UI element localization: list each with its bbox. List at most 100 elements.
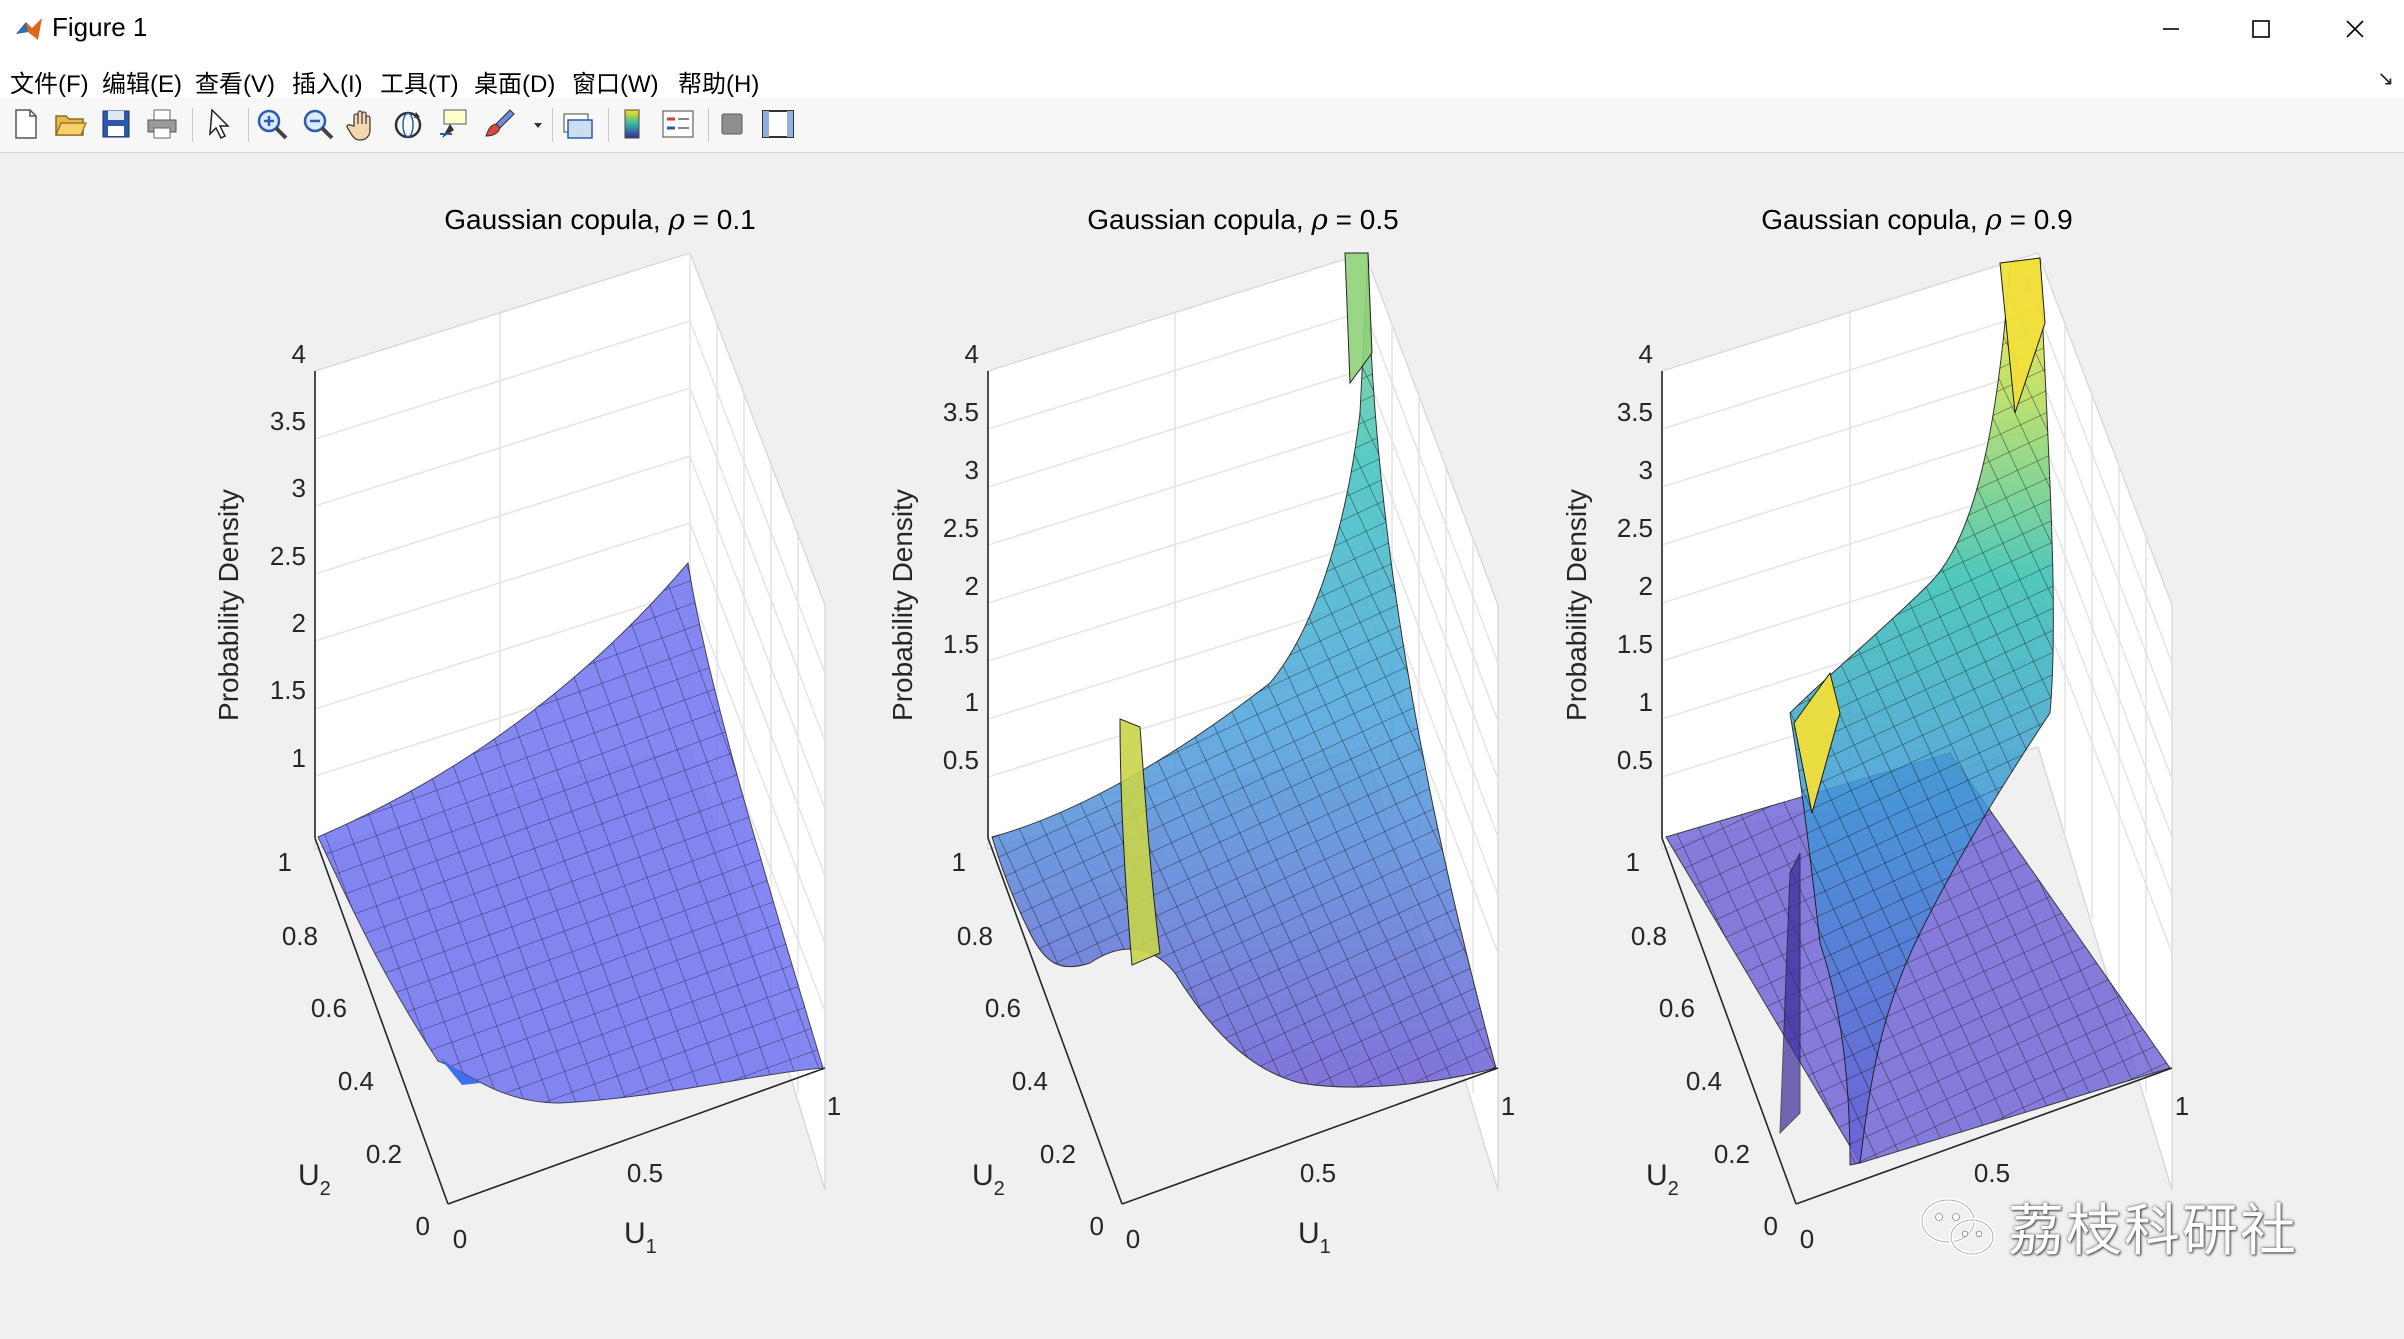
window-titlebar: Figure 1	[0, 0, 2404, 58]
y-tick: 0.4	[338, 1066, 374, 1096]
dock-arrow-icon[interactable]: ↘	[2377, 68, 2394, 90]
y-tick: 0.4	[1686, 1066, 1722, 1096]
plot-1-zlabel: Probability Density	[213, 489, 244, 721]
menu-bar: 文件(F) 编辑(E) 查看(V) 插入(I) 工具(T) 桌面(D) 窗口(W…	[0, 58, 2404, 98]
menu-help[interactable]: 帮助(H)	[678, 71, 760, 98]
zoom-out-icon[interactable]	[300, 106, 336, 142]
y-tick: 0.8	[282, 921, 318, 951]
menu-insert[interactable]: 插入(I)	[292, 71, 363, 98]
plot-2: Gaussian copula, ρ = 0.5	[887, 203, 1515, 1258]
x-tick: 0.5	[1974, 1158, 2010, 1188]
y-tick: 0	[416, 1211, 430, 1241]
minimize-icon	[2163, 28, 2179, 30]
z-tick: 0.5	[1617, 745, 1653, 775]
y-tick: 0.2	[366, 1139, 402, 1169]
menu-tools[interactable]: 工具(T)	[380, 71, 459, 98]
plot-2-ylabel: U2	[972, 1159, 1005, 1200]
maximize-icon	[2252, 20, 2270, 38]
y-tick: 1	[952, 847, 966, 877]
y-tick: 0.6	[311, 993, 347, 1023]
plot-3-axes	[1661, 371, 2173, 1205]
menu-file[interactable]: 文件(F)	[10, 71, 89, 98]
y-tick: 0.2	[1714, 1139, 1750, 1169]
chevron-down-icon[interactable]	[533, 120, 543, 130]
hide-plot-tools-icon[interactable]	[714, 106, 750, 142]
x-tick: 1	[2175, 1091, 2189, 1121]
z-tick: 3.5	[1617, 397, 1653, 427]
z-tick: 4	[965, 339, 979, 369]
legend-icon[interactable]	[660, 106, 696, 142]
z-tick: 2.5	[270, 541, 306, 571]
toolbar-separator	[552, 108, 553, 142]
y-tick: 0	[1090, 1211, 1104, 1241]
z-tick: 2.5	[943, 513, 979, 543]
plots-container[interactable]: Gaussian copula, ρ = 0.1	[0, 153, 2404, 1334]
z-tick: 1	[292, 743, 306, 773]
plot-3-yticks: 1 0.8 0.6 0.4 0.2 0	[1626, 847, 1778, 1241]
open-file-icon[interactable]	[52, 106, 88, 142]
z-tick: 3.5	[943, 397, 979, 427]
plot-1-surface-mesh	[318, 563, 823, 1103]
z-tick: 1.5	[1617, 629, 1653, 659]
select-arrow-icon[interactable]	[202, 106, 238, 142]
print-icon[interactable]	[144, 106, 180, 142]
z-tick: 1.5	[943, 629, 979, 659]
y-tick: 0.8	[1631, 921, 1667, 951]
brush-icon[interactable]	[482, 106, 518, 142]
plot-2-yticks: 1 0.8 0.6 0.4 0.2 0	[952, 847, 1104, 1241]
toolbar-separator	[248, 108, 249, 142]
menu-edit[interactable]: 编辑(E)	[102, 71, 182, 98]
y-tick: 0.6	[985, 993, 1021, 1023]
x-tick: 1	[1501, 1091, 1515, 1121]
show-plot-tools-icon[interactable]	[760, 106, 796, 142]
y-tick: 0.2	[1040, 1139, 1076, 1169]
toolbar-separator	[608, 108, 609, 142]
plot-3: Gaussian copula, ρ = 0.9	[1561, 203, 2189, 1254]
y-tick: 0.8	[957, 921, 993, 951]
y-tick: 1	[1626, 847, 1640, 877]
zoom-in-icon[interactable]	[254, 106, 290, 142]
z-tick: 2	[292, 608, 306, 638]
plot-1-xlabel: U1	[624, 1217, 657, 1258]
z-tick: 2	[965, 571, 979, 601]
z-tick: 2	[1639, 571, 1653, 601]
menu-window[interactable]: 窗口(W)	[572, 71, 659, 98]
y-tick: 0	[1764, 1211, 1778, 1241]
z-tick: 3.5	[270, 406, 306, 436]
y-tick: 1	[278, 847, 292, 877]
plot-1-ylabel: U2	[298, 1159, 331, 1200]
data-cursor-icon[interactable]	[436, 106, 472, 142]
toolbar-separator	[192, 108, 193, 142]
minimize-button[interactable]	[2126, 0, 2216, 58]
watermark: 荔枝科研社	[1918, 1190, 2298, 1262]
link-plot-icon[interactable]	[560, 106, 596, 142]
plot-2-peak	[1344, 252, 1373, 385]
plot-1-axes	[314, 371, 826, 1205]
rotate-3d-icon[interactable]	[390, 106, 426, 142]
x-tick: 1	[827, 1091, 841, 1121]
plot-3-surface-mesh	[1666, 753, 2170, 1163]
maximize-button[interactable]	[2216, 0, 2306, 58]
plot-1-yticks: 1 0.8 0.6 0.4 0.2 0	[278, 847, 430, 1241]
plot-2-zticks: 4 3.5 3 2.5 2 1.5 1 0.5	[943, 339, 979, 775]
plot-3-zlabel: Probability Density	[1561, 489, 1592, 721]
new-figure-icon[interactable]	[8, 106, 44, 142]
z-tick: 2.5	[1617, 513, 1653, 543]
z-tick: 3	[965, 455, 979, 485]
close-button[interactable]	[2310, 0, 2400, 58]
figure-toolbar	[0, 98, 2404, 153]
figure-canvas[interactable]: Gaussian copula, ρ = 0.1	[0, 153, 2404, 1334]
plot-1-surface-fold	[440, 1058, 480, 1085]
menu-desktop[interactable]: 桌面(D)	[474, 71, 556, 98]
plot-2-zlabel: Probability Density	[887, 489, 918, 721]
x-tick: 0	[1800, 1224, 1814, 1254]
window-title: Figure 1	[52, 12, 148, 42]
y-tick: 0.6	[1659, 993, 1695, 1023]
save-icon[interactable]	[98, 106, 134, 142]
plot-3-near-peak	[1793, 671, 1841, 814]
wechat-logo-icon	[1920, 1198, 1995, 1256]
pan-hand-icon[interactable]	[344, 106, 380, 142]
menu-view[interactable]: 查看(V)	[195, 71, 275, 98]
z-tick: 3	[1639, 455, 1653, 485]
colorbar-icon[interactable]	[614, 106, 650, 142]
